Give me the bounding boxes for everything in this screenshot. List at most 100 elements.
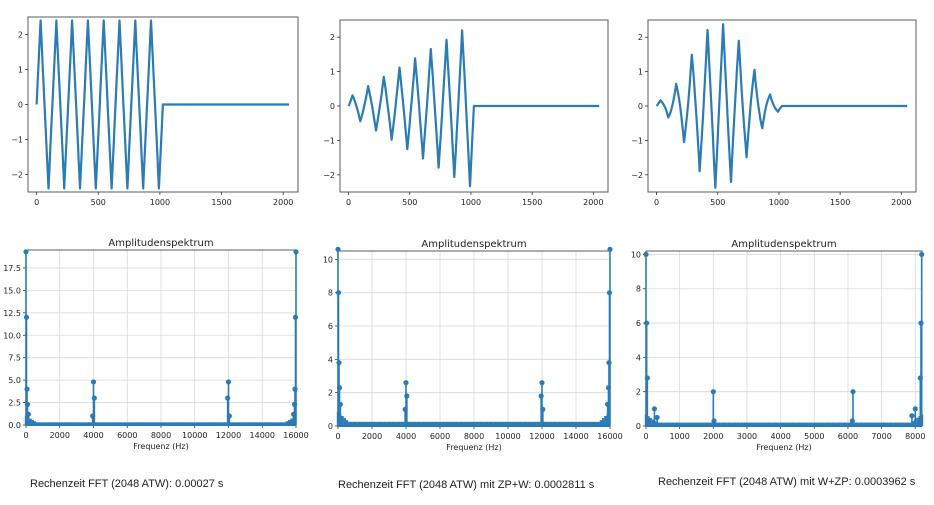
spectrum-marker (404, 393, 410, 399)
spectrum-marker (25, 411, 31, 417)
y-tick-label: 8 (636, 285, 641, 294)
spectrum-marker (24, 386, 30, 392)
x-tick-label: 4000 (770, 432, 790, 441)
y-tick-label: 10.0 (3, 331, 21, 340)
x-tick-label: 4000 (83, 431, 103, 440)
x-tick-label: 1000 (669, 432, 689, 441)
y-tick-label: −1 (11, 136, 23, 145)
signal-line (35, 19, 290, 190)
y-tick-label: 10 (323, 255, 333, 264)
y-tick-label: 2 (328, 389, 333, 398)
x-tick-label: 500 (91, 198, 106, 207)
x-tick-label: 2000 (273, 198, 293, 207)
x-tick-label: 12000 (529, 432, 554, 441)
spectrum-marker (24, 401, 31, 407)
spectrum-marker (225, 395, 231, 401)
spectrum-marker (651, 406, 658, 412)
spectrum-marker (711, 418, 717, 424)
x-tick-label: 14000 (250, 431, 275, 440)
y-tick-label: −2 (631, 171, 643, 180)
spectrum-marker (919, 251, 925, 258)
x-tick-label: 14000 (563, 432, 588, 441)
x-tick-label: 0 (346, 198, 351, 207)
plot-frame (645, 250, 923, 427)
y-tick-label: 4 (328, 355, 333, 364)
x-tick-label: 6000 (117, 431, 137, 440)
x-tick-label: 1000 (150, 198, 170, 207)
y-tick-label: 0 (638, 102, 643, 111)
y-tick-label: 5.0 (8, 376, 21, 385)
y-tick-label: 0 (330, 102, 335, 111)
spectrum-marker (539, 380, 545, 386)
spectrum-marker (335, 246, 341, 252)
spectrum-marker (23, 249, 29, 255)
chart-6: 0 1000 2000 3000 4000 5000 6000 7000 8000 0 2 4 6 8 10… (631, 239, 926, 452)
y-tick-label: 10 (631, 250, 641, 259)
x-tick-label: 8000 (905, 432, 925, 441)
spectrum-marker (293, 249, 299, 255)
spectrum-marker (644, 320, 650, 326)
y-tick-label: 2 (638, 33, 643, 42)
x-tick-label: 1500 (830, 198, 850, 207)
x-tick-label: 2000 (583, 198, 603, 207)
x-tick-label: 1000 (461, 198, 481, 207)
y-tick-label: 0 (328, 422, 333, 431)
x-tick-label: 12000 (216, 431, 241, 440)
x-tick-label: 7000 (871, 432, 891, 441)
spectrum-marker (225, 379, 232, 385)
y-tick-label: −2 (323, 171, 335, 180)
spectrum-marker (654, 414, 660, 421)
y-tick-label: 8 (328, 289, 333, 298)
spectrum-marker (336, 360, 342, 366)
x-tick-label: 2000 (50, 431, 70, 440)
caption-2: Rechenzeit FFT (2048 ATW) mit ZP+W: 0.00… (338, 479, 595, 491)
x-tick-label: 1500 (211, 198, 231, 207)
x-tick-label: 1000 (769, 198, 789, 207)
chart-title: Amplitudenspektrum (731, 239, 836, 250)
spectrum-marker (226, 413, 232, 419)
spectrum-marker (850, 389, 856, 395)
chart-2: 0 500 1000 1500 2000 2 1 0 −1 −2 (323, 19, 609, 207)
signal-line (655, 23, 908, 189)
y-tick-label: 2 (636, 388, 641, 397)
y-tick-label: 4 (636, 353, 641, 362)
x-tick-label: 0 (335, 432, 340, 441)
y-tick-label: 0 (636, 422, 641, 431)
x-tick-label: 0 (654, 198, 659, 207)
spectrum-marker (912, 406, 918, 412)
spectrum-marker (849, 418, 855, 424)
x-tick-label: 10000 (182, 431, 207, 440)
x-tick-label: 16000 (283, 431, 308, 440)
spectrum-marker (90, 379, 97, 385)
spectrum-marker (538, 393, 544, 399)
x-tick-label: 3000 (737, 432, 757, 441)
x-tick-label: 6000 (430, 432, 450, 441)
x-tick-label: 0 (34, 198, 39, 207)
y-tick-label: 0 (18, 101, 23, 110)
signal-line (347, 29, 600, 188)
spectrum-marker (643, 251, 649, 258)
y-tick-label: −1 (631, 136, 643, 145)
x-tick-label: 5000 (804, 432, 824, 441)
x-axis-label: Frequenz (Hz) (446, 443, 501, 452)
chart-4: 0 2000 4000 6000 8000 10000 12000 14000 16000 0.0… (3, 238, 309, 451)
caption-1: Rechenzeit FFT (2048 ATW): 0.00027 s (30, 478, 224, 490)
chart-5: 0 2000 4000 6000 8000 10000 12000 14000 16000 0 2 4… (323, 239, 623, 452)
x-tick-label: 2000 (362, 432, 382, 441)
y-tick-label: 1 (638, 68, 643, 77)
y-tick-label: −2 (11, 171, 23, 180)
spectrum-marker (644, 375, 650, 381)
x-tick-label: 8000 (464, 432, 484, 441)
chart-1: 0 500 1000 1500 2000 2 1 0 −1 −2 (11, 16, 299, 207)
y-tick-label: 2 (330, 33, 335, 42)
x-tick-label: 16000 (597, 432, 622, 441)
x-tick-label: 0 (23, 431, 28, 440)
y-tick-label: 2.5 (8, 399, 21, 408)
spectrum-marker (337, 401, 343, 407)
spectrum-marker (335, 290, 342, 296)
x-tick-label: 8000 (151, 431, 171, 440)
y-tick-label: −1 (323, 136, 335, 145)
y-tick-label: 6 (636, 319, 641, 328)
y-tick-label: 2 (18, 31, 23, 40)
